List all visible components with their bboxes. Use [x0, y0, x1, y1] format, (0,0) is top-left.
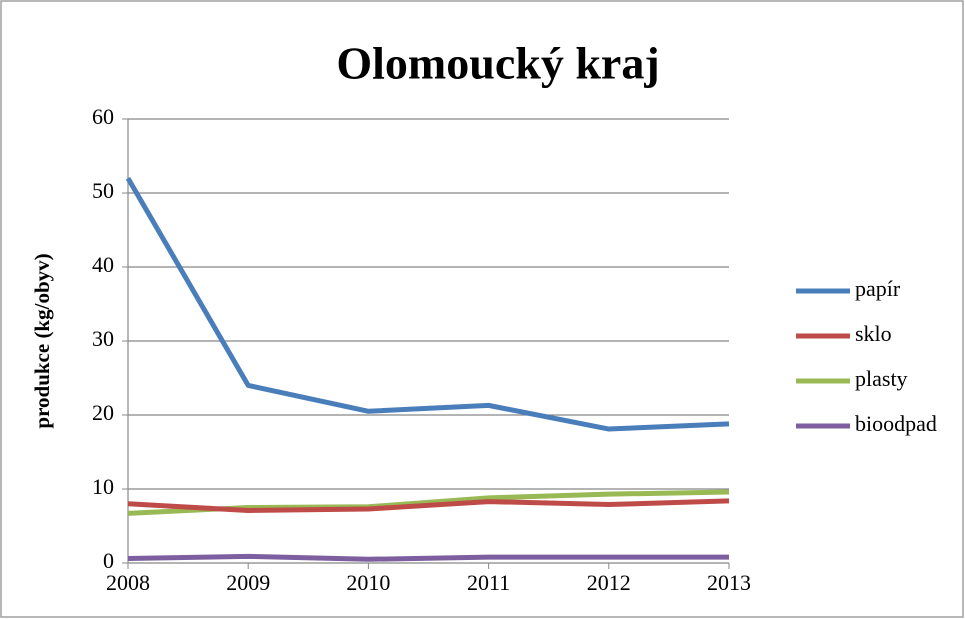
y-tick-label: 10	[92, 474, 114, 499]
series-line	[125, 176, 730, 432]
y-tick-label: 40	[92, 252, 114, 277]
x-tick-label: 2010	[346, 570, 390, 595]
y-tick-label: 30	[92, 326, 114, 351]
x-tick-label: 2013	[707, 570, 751, 595]
legend-label: bioodpad	[855, 411, 937, 436]
legend-label: sklo	[855, 321, 892, 346]
x-tick-label: 2011	[467, 570, 510, 595]
y-axis-label: produkce (kg/obyv)	[30, 253, 54, 428]
legend-label: plasty	[855, 366, 908, 391]
x-tick-label: 2009	[226, 570, 270, 595]
y-tick-label: 60	[92, 104, 114, 129]
chart-title: Olomoucký kraj	[336, 38, 659, 89]
y-tick-label: 50	[92, 178, 114, 203]
x-tick-label: 2008	[106, 570, 150, 595]
series-line	[127, 498, 730, 513]
y-tick-label: 20	[92, 400, 114, 425]
x-tick-label: 2012	[587, 570, 631, 595]
series-line	[127, 553, 729, 562]
y-tick-label: 0	[103, 548, 114, 573]
legend-label: papír	[855, 276, 901, 301]
